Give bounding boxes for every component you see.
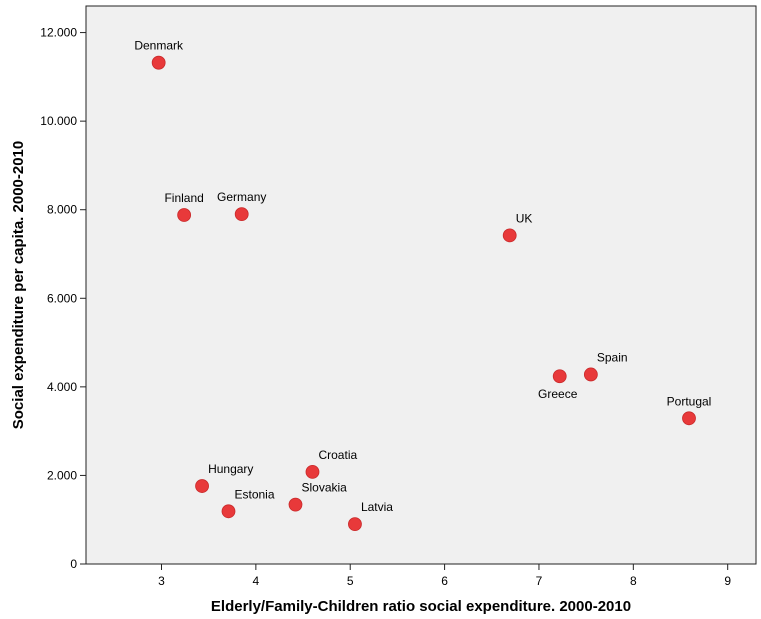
data-point-greece [552,369,567,384]
data-point-portugal [682,411,696,426]
y-axis-title: Social expenditure per capita. 2000-2010 [10,141,27,429]
plot-area [85,5,757,565]
data-point-latvia [348,517,362,532]
x-tick-label: 8 [630,574,637,588]
data-label-finland: Finland [164,191,203,205]
data-label-denmark: Denmark [134,39,184,53]
data-point-finland [177,208,192,222]
x-tick-label: 3 [158,574,165,588]
x-tick-label: 4 [253,574,260,588]
data-point-estonia [221,504,236,519]
data-point-denmark [151,55,166,70]
data-label-germany: Germany [217,190,266,204]
y-tick-label: 4.000 [47,380,77,394]
x-axis-title: Elderly/Family-Children ratio social exp… [211,598,631,615]
y-tick-label: 8.000 [47,203,77,217]
data-label-greece: Greece [538,387,578,401]
x-tick-label: 6 [441,574,448,588]
x-axis: 3 4 5 6 7 8 9 [158,564,731,588]
y-tick-label: 12.000 [40,26,77,40]
data-point-germany [234,207,249,222]
x-tick-label: 7 [536,574,543,588]
data-point-slovakia [288,497,303,512]
y-tick-label: 2.000 [47,468,77,482]
data-point-hungary [195,479,209,493]
data-point-uk [502,228,517,243]
data-label-croatia: Croatia [318,448,357,462]
data-points: Denmark Finland Germany UK Spain Greece Portug… [134,39,712,532]
data-label-uk: UK [516,211,533,225]
data-point-spain [583,367,598,382]
y-axis: 0 2.000 4.000 6.000 8.000 10.000 12.000 [40,26,86,571]
data-point-croatia [305,464,320,479]
y-tick-label: 10.000 [40,114,77,128]
data-label-estonia: Estonia [234,487,274,501]
x-tick-label: 9 [724,574,731,588]
data-label-slovakia: Slovakia [301,481,347,495]
data-label-spain: Spain [597,350,628,364]
data-label-latvia: Latvia [361,500,393,514]
y-tick-label: 6.000 [47,291,77,305]
data-label-hungary: Hungary [208,462,253,476]
x-tick-label: 5 [347,574,354,588]
y-tick-label: 0 [70,557,77,571]
data-label-portugal: Portugal [667,394,712,408]
